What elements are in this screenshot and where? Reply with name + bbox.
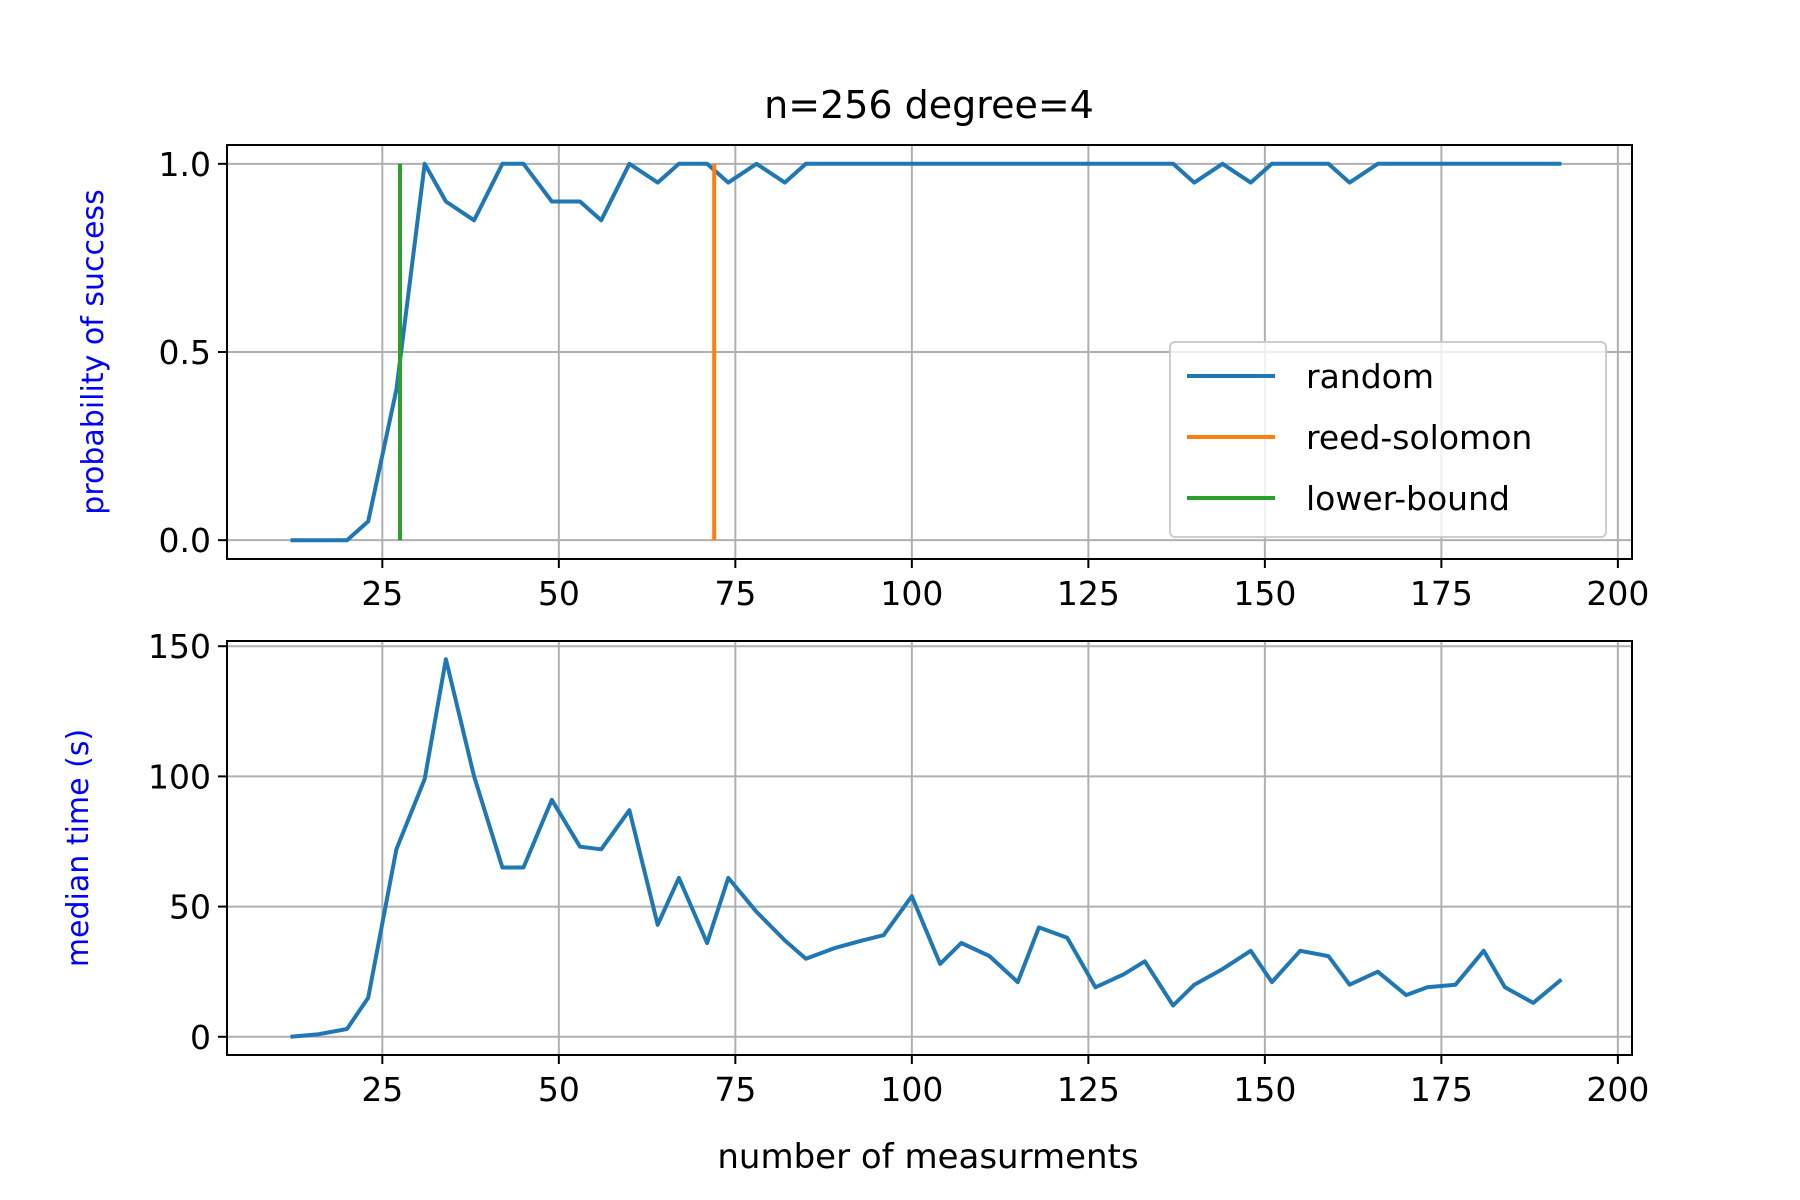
probability-x-tick-label: 175 — [1410, 574, 1473, 613]
time-x-tick-label: 125 — [1057, 1070, 1120, 1109]
probability-x-tick-label: 200 — [1586, 574, 1649, 613]
time-y-tick-label: 50 — [169, 888, 211, 927]
probability-panel: n=256 degree=4 25 50 75 100 125 150 175 200 0.0… — [76, 83, 1649, 613]
probability-series-line-random — [290, 161, 1562, 543]
probability-y-axis-label: probability of success — [76, 189, 111, 514]
legend-label-random: random — [1306, 357, 1434, 396]
legend: random reed-solomon lower-bound — [1169, 341, 1607, 538]
probability-y-tick-label: 1.0 — [159, 145, 211, 184]
time-x-tick-label: 25 — [361, 1070, 403, 1109]
probability-y-ticks: 0.0 0.5 1.0 — [159, 145, 227, 560]
probability-y-tick-label: 0.0 — [159, 521, 211, 560]
probability-series — [290, 161, 1562, 543]
legend-item-reed-solomon: reed-solomon — [1187, 418, 1532, 457]
time-x-tick-label: 75 — [714, 1070, 756, 1109]
chart-title: n=256 degree=4 — [764, 83, 1094, 127]
probability-x-tick-label: 125 — [1057, 574, 1120, 613]
time-x-tick-label: 200 — [1586, 1070, 1649, 1109]
time-series — [290, 657, 1563, 1039]
x-axis-label: number of measurments — [717, 1137, 1138, 1177]
time-x-tick-label: 50 — [538, 1070, 580, 1109]
time-x-ticks: 25 50 75 100 125 150 175 200 — [361, 1055, 1649, 1109]
time-x-tick-label: 150 — [1233, 1070, 1296, 1109]
probability-x-tick-label: 150 — [1233, 574, 1296, 613]
legend-label-reed-solomon: reed-solomon — [1306, 418, 1532, 457]
probability-x-ticks: 25 50 75 100 125 150 175 200 — [361, 559, 1649, 613]
legend-label-lower-bound: lower-bound — [1306, 479, 1510, 518]
probability-x-tick-label: 100 — [880, 574, 943, 613]
probability-x-tick-label: 25 — [361, 574, 403, 613]
probability-x-tick-label: 75 — [714, 574, 756, 613]
legend-item-random: random — [1187, 357, 1434, 396]
probability-x-tick-label: 50 — [538, 574, 580, 613]
legend-item-lower-bound: lower-bound — [1187, 479, 1510, 518]
probability-y-tick-label: 0.5 — [159, 333, 211, 372]
time-y-axis-label: median time (s) — [61, 729, 96, 967]
time-y-tick-label: 100 — [148, 757, 211, 796]
time-panel: 25 50 75 100 125 150 175 200 0 50 100 150 median t… — [61, 627, 1649, 1177]
time-y-tick-label: 0 — [190, 1018, 211, 1057]
legend-box — [1169, 341, 1607, 538]
time-series-line-random — [290, 657, 1563, 1039]
time-grid — [227, 641, 1632, 1055]
time-x-tick-label: 175 — [1410, 1070, 1473, 1109]
time-y-ticks: 0 50 100 150 — [148, 627, 227, 1057]
time-x-tick-label: 100 — [880, 1070, 943, 1109]
time-plot-frame — [226, 640, 1633, 1056]
time-y-tick-label: 150 — [148, 627, 211, 666]
